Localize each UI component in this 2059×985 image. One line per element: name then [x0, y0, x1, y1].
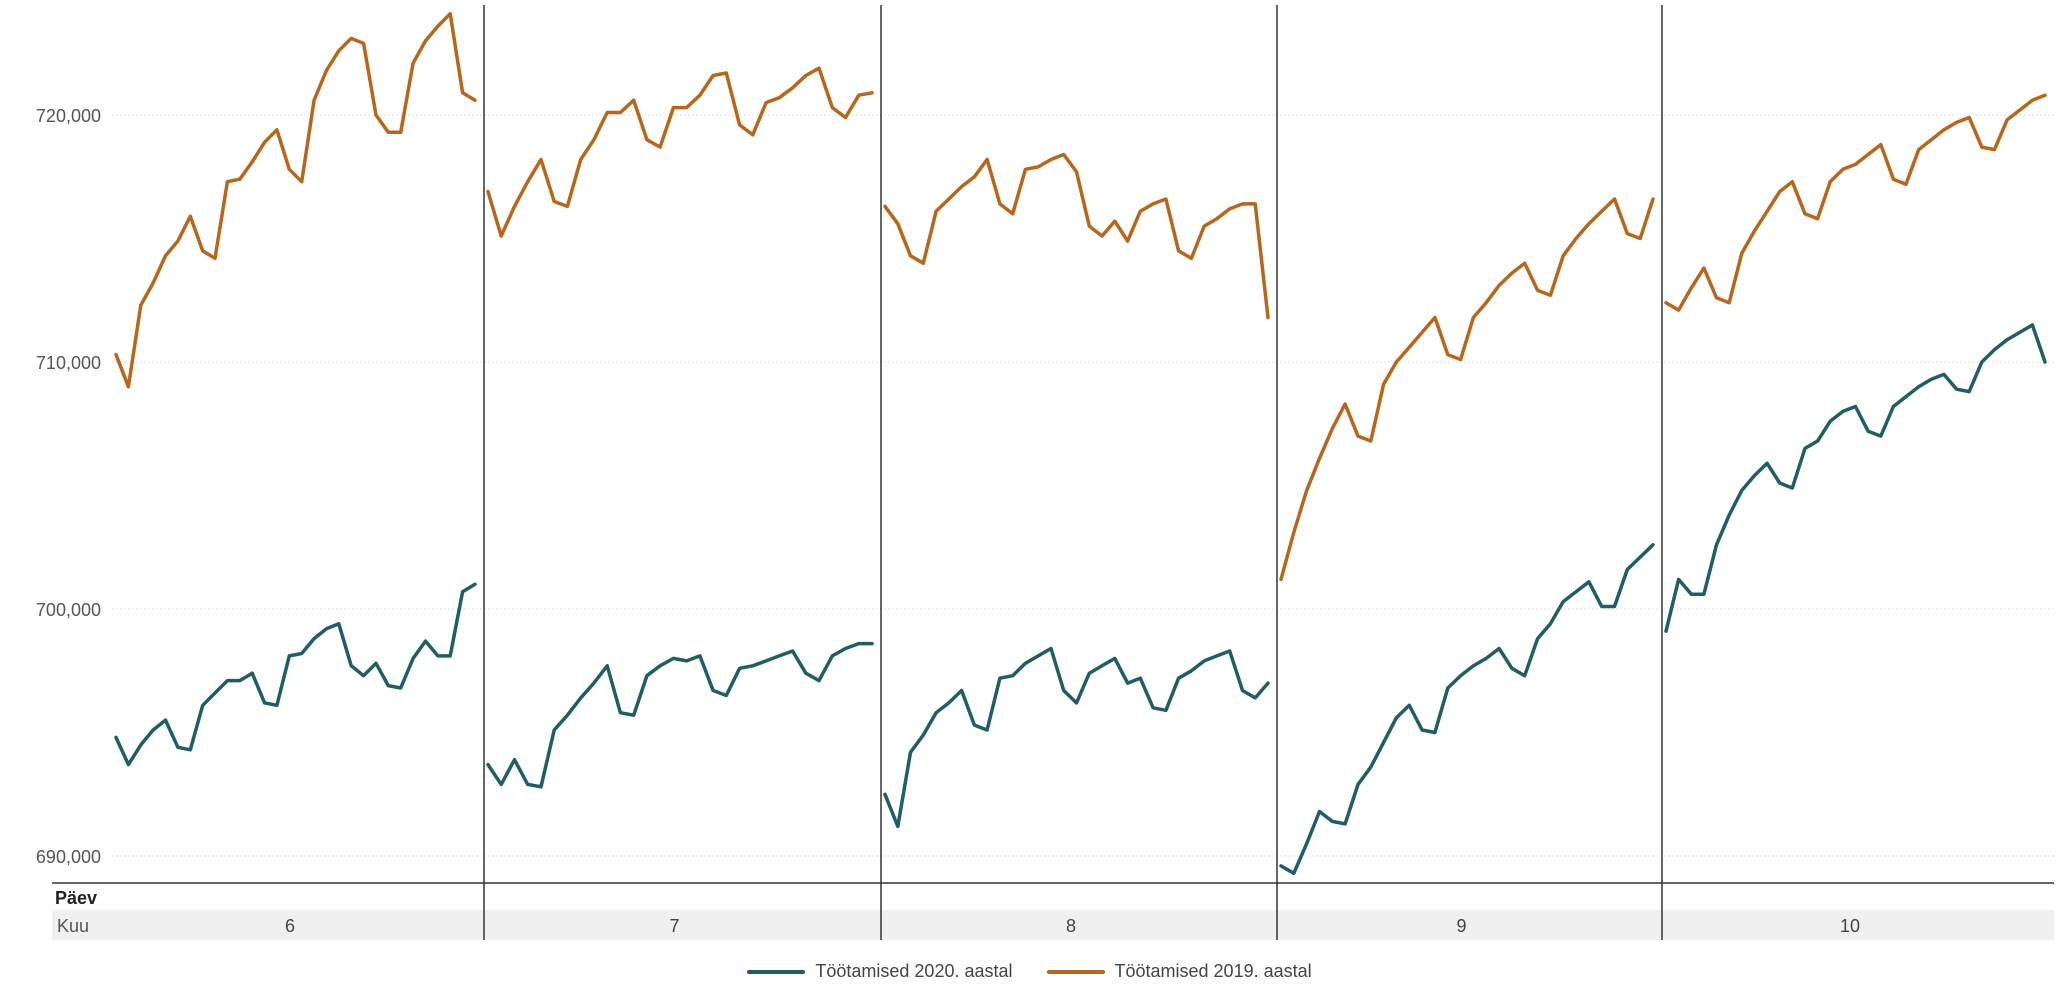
series-line-2019	[486, 66, 874, 238]
y-tick-label: 690,000	[36, 847, 101, 867]
x-axis-title: Päev	[55, 888, 97, 908]
legend-swatch-2020	[747, 969, 806, 974]
series-line-2019	[883, 152, 1270, 320]
legend-item-2019[interactable]: Töötamised 2019. aastal	[1046, 961, 1312, 982]
series-line-2020	[486, 641, 874, 789]
facet-month-label: 7	[669, 916, 679, 936]
series-line-2020	[1664, 323, 2047, 633]
series-line-2020	[883, 646, 1270, 829]
series-line-2019	[1279, 197, 1655, 582]
facet-month-label: 9	[1456, 916, 1466, 936]
facet-month-label: 8	[1066, 916, 1076, 936]
y-tick-label: 700,000	[36, 600, 101, 620]
series-line-2019	[114, 11, 477, 389]
series-line-2019	[1664, 93, 2047, 312]
legend-item-2020[interactable]: Töötamised 2020. aastal	[747, 961, 1013, 982]
y-tick-label: 710,000	[36, 353, 101, 373]
y-tick-label: 720,000	[36, 106, 101, 126]
legend-swatch-2019	[1046, 969, 1105, 974]
legend-label-2020: Töötamised 2020. aastal	[815, 961, 1013, 981]
facet-axis-label: Kuu	[57, 916, 89, 936]
facet-strip	[52, 910, 2054, 940]
series-line-2020	[1279, 543, 1655, 876]
facet-month-label: 10	[1840, 916, 1860, 936]
line-chart: 690,000 700,000 710,000 720,000 Päev Kuu 6 7 8 9 1…	[36, 5, 2054, 940]
series-line-2020	[114, 582, 477, 767]
chart-legend: Töötamised 2020. aastal Töötamised 2019.…	[0, 958, 2059, 985]
facet-month-label: 6	[285, 916, 295, 936]
legend-label-2019: Töötamised 2019. aastal	[1114, 961, 1312, 981]
